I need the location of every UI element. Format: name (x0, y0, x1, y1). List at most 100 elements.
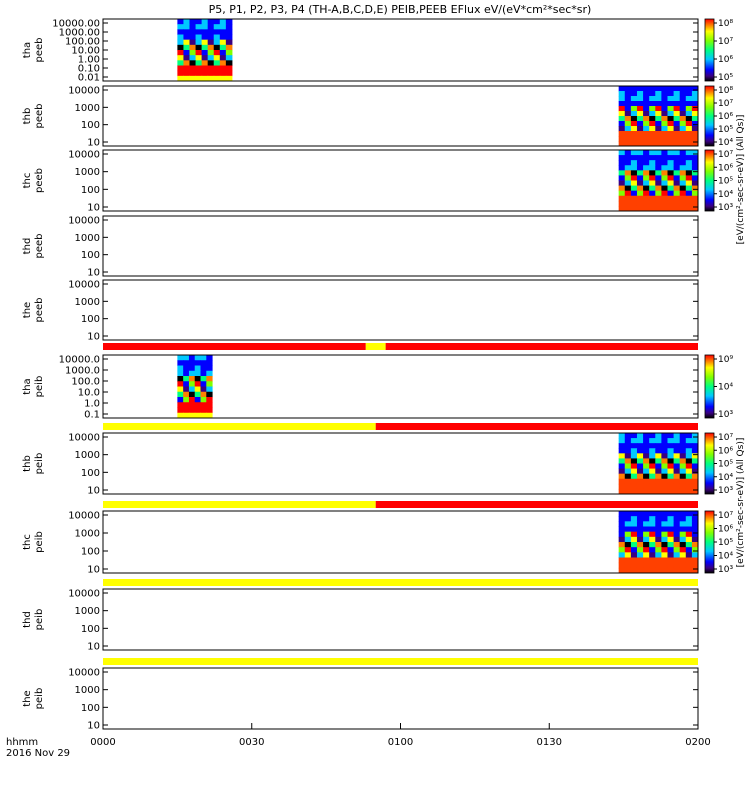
spectrogram-cell (649, 453, 656, 459)
spectrogram-cell (661, 111, 668, 117)
spectrogram-cell (207, 34, 215, 41)
spectrogram-cell (183, 402, 190, 408)
spectrogram-cell (643, 101, 650, 107)
spectrogram-cell (195, 50, 203, 56)
spectrogram-cell (636, 483, 644, 490)
spectrogram-cell (673, 185, 681, 192)
spectrogram-cell (630, 165, 638, 171)
spectrogram-cell (643, 175, 650, 181)
spectrogram-cell (188, 365, 196, 372)
spectrogram-cell (661, 190, 668, 197)
spectrogram-cell (661, 552, 668, 558)
spectrogram-cell (685, 542, 693, 548)
y-tick-label: 1000 (75, 103, 100, 114)
spectrogram-cell (643, 567, 650, 574)
spectrogram-cell (667, 185, 675, 192)
spectrogram-cell (636, 542, 644, 548)
colorbar-gradient (704, 18, 715, 82)
colorbar-tick-label: 10⁴ (718, 138, 733, 148)
spectrogram-cell (655, 448, 662, 454)
colorbar-thc-peeb: 10⁷ 10⁶ 10⁵ 10⁴ 10³ (704, 149, 733, 213)
spectrogram-cell (649, 175, 656, 181)
spectrogram-cell (661, 170, 668, 176)
spectrogram-cell (679, 443, 687, 449)
spectrogram-cell (219, 75, 227, 82)
panel-thb-peeb: 10000 1000 100 10 thb peeb (22, 85, 699, 149)
spectrogram-cell (643, 468, 650, 475)
spectrogram-cell (636, 170, 644, 176)
spectrogram-cell (679, 200, 687, 207)
spectrogram-cell (649, 86, 656, 92)
spectrogram-cell (630, 448, 638, 454)
spectrogram-cell (679, 468, 687, 475)
spectrogram-cell (673, 200, 681, 207)
spectrogram-cell (183, 391, 190, 398)
spectrogram-cell (618, 165, 626, 171)
spectrogram-cell (624, 96, 632, 102)
status-segment (103, 423, 376, 430)
spectrogram-cell (206, 365, 213, 372)
spectrogram-cell (667, 536, 675, 543)
spectrogram-cell (661, 131, 668, 137)
spectrogram-cell (691, 190, 699, 197)
spectrogram-cell (630, 96, 638, 102)
spectrogram-cell (200, 402, 207, 408)
spectrogram-cell (177, 65, 184, 72)
y-tick-label: 1000 (75, 297, 100, 308)
spectrogram-cell (667, 443, 675, 449)
spectrogram-cell (207, 44, 215, 51)
spectrogram-cell (649, 170, 656, 176)
spectrogram-cell (691, 516, 699, 522)
spectrogram-cell (630, 531, 638, 538)
spectrogram-cell (624, 111, 632, 117)
spectrogram-cell (188, 397, 196, 403)
colorbar-tick-label: 10⁴ (718, 383, 733, 393)
spectrogram-cell (661, 483, 668, 490)
spectrogram-cell (194, 402, 202, 408)
spectrogram-cell (643, 433, 650, 439)
spectrogram-cell (630, 170, 638, 176)
spectrogram-cell (183, 365, 190, 372)
spectrogram-cell (636, 180, 644, 187)
panel-product-label: peeb (34, 104, 45, 129)
spectrogram-cell (661, 136, 668, 142)
spectrogram-cell (225, 34, 233, 41)
spectrogram-cell (636, 131, 644, 137)
spectrogram-cell (667, 96, 675, 102)
spectrogram-cell (679, 96, 687, 102)
spectrogram-cell (624, 185, 632, 192)
spectrogram-cell (691, 195, 699, 202)
spectrogram-cell (194, 397, 202, 403)
spectrogram-cell (691, 448, 699, 454)
spectrogram-cell (649, 488, 656, 495)
spectrogram-cell (643, 155, 650, 161)
colorbar-tick-label: 10³ (718, 486, 733, 496)
y-tick-label: 1000 (75, 685, 100, 696)
spectrogram-cell (661, 175, 668, 181)
spectrogram-cell (679, 141, 687, 147)
spectrogram-cell (655, 136, 662, 142)
spectrogram-cell (685, 433, 693, 439)
spectrogram-cell (679, 106, 687, 112)
spectrogram-cell (630, 453, 638, 459)
spectrogram-cell (691, 131, 699, 137)
spectrogram-cell (194, 365, 202, 372)
spectrogram-cell (649, 150, 656, 156)
colorbar-tick-label: 10⁶ (718, 163, 733, 173)
spectrogram-cell (649, 478, 656, 485)
spectrogram-cell (206, 407, 213, 414)
spectrogram-cell (643, 516, 650, 522)
spectrogram-cell (624, 160, 632, 166)
spectrogram-cell (636, 488, 644, 495)
spectrogram-cell (618, 567, 626, 574)
spectrogram-cell (685, 463, 693, 470)
spectrogram-cell (691, 443, 699, 449)
panel-frame (102, 215, 699, 277)
status-bar (103, 658, 698, 665)
spectrogram-cell (630, 155, 638, 161)
spectrogram-cell (643, 562, 650, 569)
y-tick-label: 1000.00 (59, 28, 100, 39)
spectrogram-cell (691, 175, 699, 181)
spectrogram-cell (655, 458, 662, 464)
